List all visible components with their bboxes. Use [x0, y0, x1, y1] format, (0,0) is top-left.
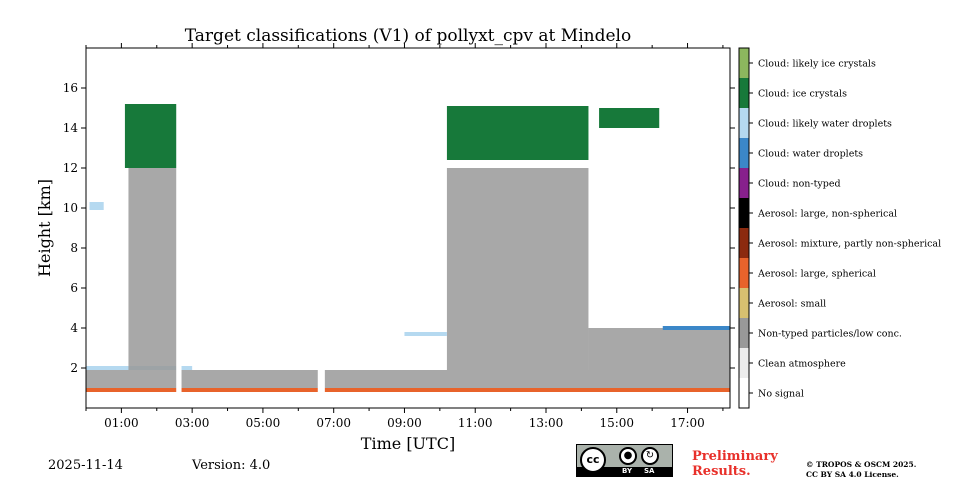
region-1	[86, 388, 730, 392]
region-5	[446, 168, 589, 370]
no-signal-gap-1	[317, 48, 325, 408]
colorbar-label: Cloud: likely ice crystals	[758, 59, 876, 70]
y-tick-label: 16	[63, 81, 78, 95]
colorbar-swatch-2	[739, 318, 749, 348]
colorbar-swatch-3	[739, 288, 749, 318]
colorbar-label: Clean atmosphere	[758, 359, 846, 370]
region-0	[86, 370, 730, 390]
region-9	[662, 326, 730, 330]
version-label: Version: 4.0	[192, 458, 271, 473]
x-tick-label: 17:00	[670, 416, 705, 430]
preliminary-results-note: Preliminary Results.	[692, 449, 778, 479]
region-3	[128, 158, 178, 370]
colorbar-swatch-7	[739, 168, 749, 198]
x-tick-label: 07:00	[316, 416, 351, 430]
y-tick-label: 12	[63, 161, 78, 175]
x-tick-label: 13:00	[529, 416, 564, 430]
colorbar-label: No signal	[758, 389, 804, 400]
region-10	[404, 332, 447, 336]
x-tick-label: 15:00	[599, 416, 634, 430]
colorbar-swatch-1	[739, 348, 749, 378]
colorbar-label: Cloud: likely water droplets	[758, 119, 892, 130]
colorbar-label: Cloud: ice crystals	[758, 89, 847, 100]
colorbar-swatch-8	[739, 138, 749, 168]
axes	[85, 47, 731, 409]
x-tick-label: 11:00	[458, 416, 493, 430]
colorbar-swatch-9	[739, 108, 749, 138]
x-tick-label: 03:00	[175, 416, 210, 430]
chart-title: Target classifications (V1) of pollyxt_c…	[185, 26, 631, 46]
x-axis-label: Time [UTC]	[361, 434, 455, 453]
region-4	[124, 104, 178, 168]
colorbar-label: Aerosol: large, spherical	[757, 269, 876, 280]
colorbar-frame	[738, 47, 750, 409]
badge-by-text: BY	[622, 467, 633, 475]
y-tick-label: 14	[63, 121, 79, 135]
region-11	[89, 202, 104, 210]
badge-bar	[577, 467, 672, 476]
plot-frame	[85, 47, 731, 409]
no-signal-gap-0	[176, 48, 182, 408]
region-6	[446, 106, 589, 160]
region-8	[588, 328, 730, 370]
y-tick-label: 8	[70, 241, 78, 255]
cc-license-badge: cc ● ↻ BY SA	[576, 444, 673, 477]
x-tick-label: 05:00	[246, 416, 281, 430]
colorbar-label: Cloud: non-typed	[758, 179, 841, 190]
y-tick-label: 10	[63, 201, 78, 215]
copyright-line-1: © TROPOS & OSCM 2025.	[806, 460, 917, 469]
y-tick-label: 4	[70, 321, 78, 335]
colorbar-swatch-6	[739, 198, 749, 228]
copyright-line-2: CC BY SA 4.0 License.	[806, 470, 899, 479]
colorbar-swatch-0	[739, 378, 749, 408]
y-axis-label: Height [km]	[35, 179, 54, 277]
colorbar-legend: No signal Clean atmosphere Non-typed parti…	[738, 47, 941, 409]
cc-logo-icon: cc	[580, 447, 606, 473]
region-7	[599, 108, 660, 128]
x-axis-ticks: 01:00 03:00 05:00 07:00 09:00 11:00 13:00 15:00…	[85, 43, 724, 430]
y-tick-label: 6	[70, 281, 78, 295]
attribution-icon: ●	[619, 447, 637, 465]
colorbar-label: Aerosol: small	[757, 299, 826, 310]
classification-regions	[86, 48, 730, 408]
x-tick-label: 01:00	[104, 416, 139, 430]
colorbar-swatch-11	[739, 48, 749, 78]
badge-sa-text: SA	[644, 467, 655, 475]
x-tick-label: 09:00	[387, 416, 422, 430]
colorbar-label: Non-typed particles/low conc.	[758, 329, 902, 340]
share-alike-icon: ↻	[641, 447, 659, 465]
measurement-date: 2025-11-14	[48, 458, 123, 473]
y-axis-ticks: 2 4 6 8 10 12 14 16	[63, 81, 735, 375]
colorbar-label: Aerosol: large, non-spherical	[757, 209, 897, 220]
y-tick-label: 2	[70, 361, 78, 375]
copyright-note: © TROPOS & OSCM 2025. CC BY SA 4.0 Licen…	[806, 460, 956, 480]
colorbar-swatch-5	[739, 228, 749, 258]
colorbar-swatch-4	[739, 258, 749, 288]
colorbar-swatch-10	[739, 78, 749, 108]
colorbar-label: Aerosol: mixture, partly non-spherical	[757, 239, 941, 250]
colorbar-label: Cloud: water droplets	[758, 149, 863, 160]
